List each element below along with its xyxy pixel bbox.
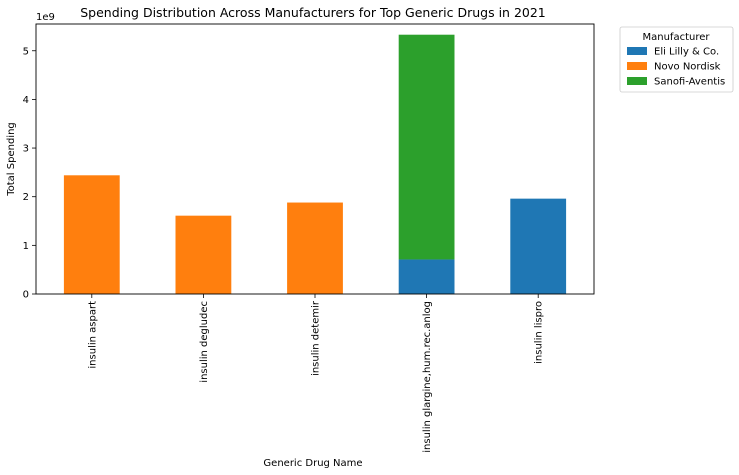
bar-insulin-degludec-series-1	[175, 215, 232, 294]
bar-insulin-detemir-series-1	[287, 202, 343, 294]
y-tick-label: 5	[23, 46, 29, 57]
x-tick-label: insulin lispro	[534, 301, 545, 364]
bar-insulin-aspart-series-1	[63, 175, 120, 294]
legend-title: Manufacturer	[643, 32, 711, 43]
legend-frame	[619, 26, 734, 93]
legend: Manufacturer Eli Lilly & Co. Novo Nordisk…	[619, 26, 734, 93]
y-tick-label: 3	[23, 144, 29, 155]
legend-entry-label: Sanofi-Aventis	[654, 77, 725, 88]
x-axis: insulin aspart insulin degludec insulin de…	[87, 294, 545, 453]
bars-group	[63, 34, 567, 294]
y-tick-label: 0	[23, 290, 29, 301]
legend-entry-label: Novo Nordisk	[654, 62, 721, 73]
bar-insulin-glargine-hum-rec-anlog-series-2	[398, 34, 455, 260]
legend-swatch	[627, 77, 647, 85]
legend-swatch	[627, 47, 647, 55]
y-axis-label: Total Spending	[6, 122, 17, 197]
bar-insulin-lispro-series-0	[510, 198, 567, 294]
x-tick-label: insulin glargine,hum.rec.anlog	[422, 301, 433, 453]
legend-swatch	[627, 62, 647, 70]
y-tick-label: 1	[23, 241, 29, 252]
y-axis-offset-label: 1e9	[36, 12, 55, 23]
y-tick-label: 4	[23, 95, 29, 106]
x-tick-label: insulin detemir	[311, 300, 322, 376]
legend-items: Eli Lilly & Co. Novo Nordisk Sanofi-Aventi…	[627, 47, 725, 88]
legend-entry-label: Eli Lilly & Co.	[654, 47, 719, 58]
y-tick-label: 2	[23, 192, 29, 203]
x-axis-label: Generic Drug Name	[263, 458, 362, 469]
chart-title: Spending Distribution Across Manufacture…	[80, 5, 546, 20]
x-tick-label: insulin aspart	[87, 301, 98, 369]
x-tick-label: insulin degludec	[199, 301, 210, 383]
y-axis: 0 1 2 3 4 5	[23, 46, 36, 301]
bar-insulin-glargine-hum-rec-anlog-series-0	[398, 259, 455, 294]
